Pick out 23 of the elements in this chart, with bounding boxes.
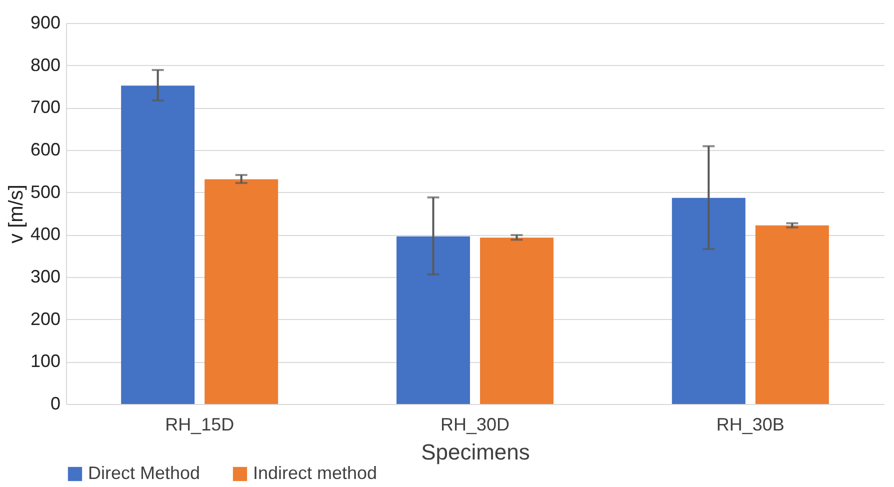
legend-label: Direct Method xyxy=(88,463,200,483)
y-tick-label: 500 xyxy=(30,182,60,202)
x-tick-label: RH_30B xyxy=(716,414,784,434)
bar xyxy=(396,236,470,404)
y-tick-label: 200 xyxy=(30,308,60,329)
y-tick-label: 100 xyxy=(30,351,60,372)
y-tick-label: 0 xyxy=(50,394,60,414)
x-tick-label: RH_15D xyxy=(165,414,234,434)
bar xyxy=(755,225,829,404)
x-tick-label: RH_30D xyxy=(440,414,510,434)
y-tick-label: 900 xyxy=(30,12,60,32)
y-tick-label: 700 xyxy=(30,97,60,118)
legend-label: Indirect method xyxy=(253,463,378,483)
y-tick-label: 400 xyxy=(30,224,60,244)
bar xyxy=(204,179,278,404)
y-tick-label: 800 xyxy=(30,54,60,75)
bar xyxy=(480,238,554,404)
bar xyxy=(672,198,746,404)
y-axis-title: v [m/s] xyxy=(5,184,28,244)
x-axis-title: Specimens xyxy=(421,440,530,464)
bar xyxy=(121,86,195,404)
y-tick-label: 300 xyxy=(30,266,60,286)
y-tick-label: 600 xyxy=(30,140,60,160)
